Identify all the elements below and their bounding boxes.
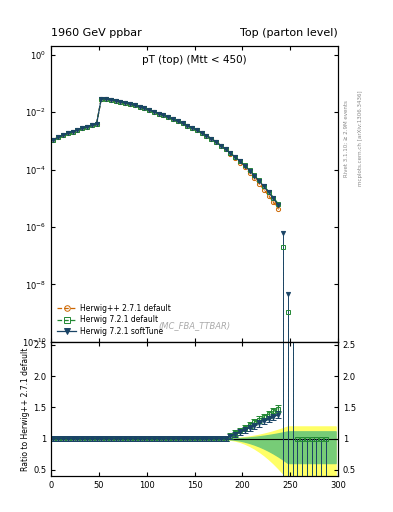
Text: pT (top) (Mtt < 450): pT (top) (Mtt < 450) (142, 55, 247, 65)
Text: mcplots.cern.ch [arXiv:1306.3436]: mcplots.cern.ch [arXiv:1306.3436] (358, 91, 363, 186)
Text: (MC_FBA_TTBAR): (MC_FBA_TTBAR) (158, 321, 231, 330)
Text: Top (parton level): Top (parton level) (240, 28, 338, 38)
Text: 1960 GeV ppbar: 1960 GeV ppbar (51, 28, 142, 38)
Y-axis label: Ratio to Herwig++ 2.7.1 default: Ratio to Herwig++ 2.7.1 default (21, 347, 30, 471)
Legend: Herwig++ 2.7.1 default, Herwig 7.2.1 default, Herwig 7.2.1 softTune: Herwig++ 2.7.1 default, Herwig 7.2.1 def… (55, 302, 173, 338)
Text: Rivet 3.1.10; ≥ 2.9M events: Rivet 3.1.10; ≥ 2.9M events (344, 100, 349, 177)
